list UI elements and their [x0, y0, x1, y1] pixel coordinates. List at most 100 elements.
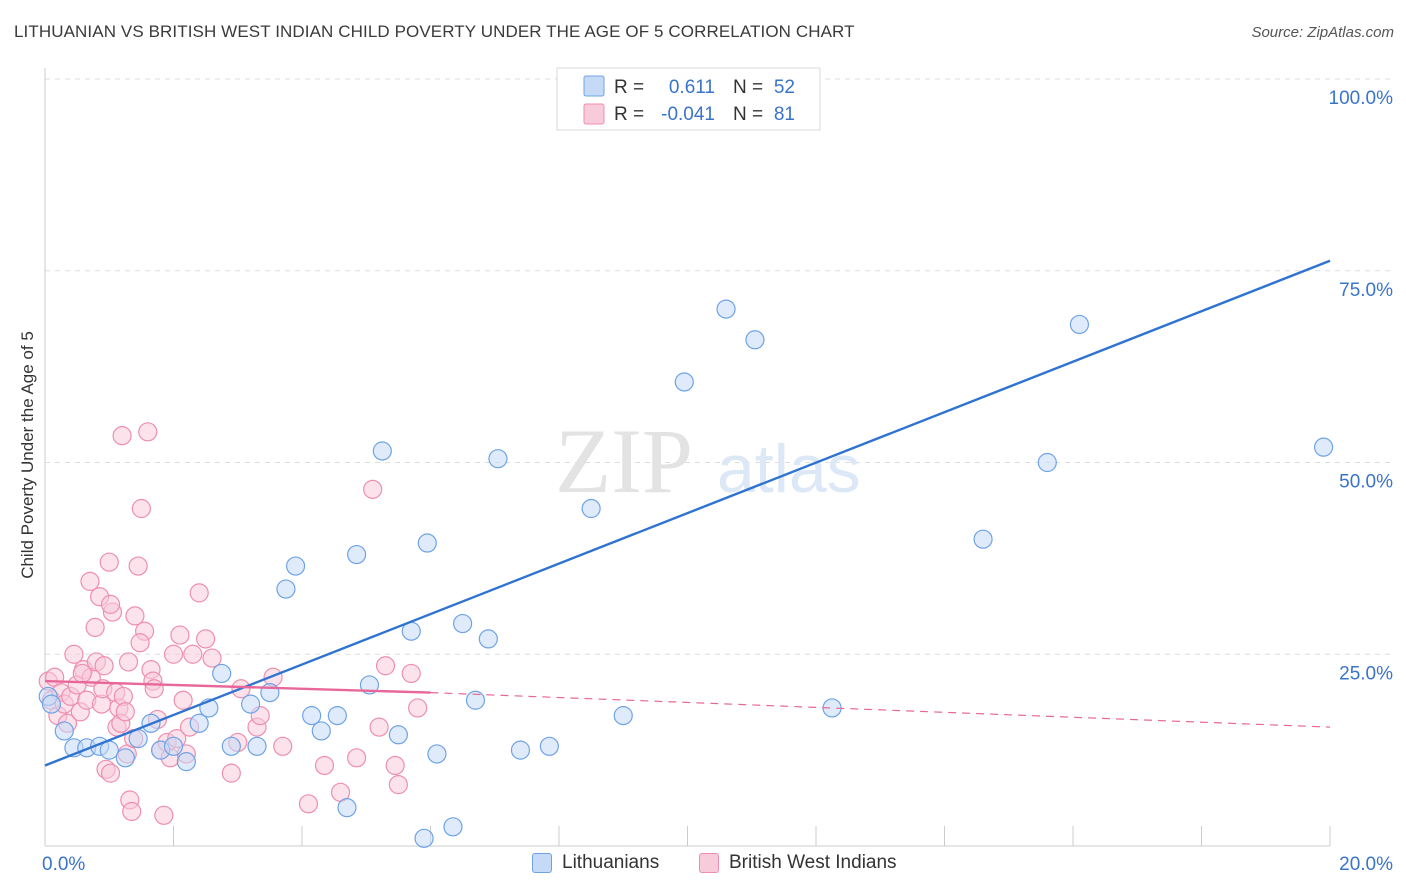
- source-label: Source: ZipAtlas.com: [1251, 24, 1394, 41]
- bwi-point-31: [115, 702, 135, 722]
- legend-r-label-2: R =: [614, 104, 644, 125]
- bwi-point-33: [118, 652, 139, 672]
- lith-point-33: [427, 744, 447, 764]
- lith-point-18: [247, 736, 267, 756]
- bwi-point-20: [94, 656, 114, 676]
- bwi-point-59: [202, 648, 222, 668]
- bwi-point-66: [273, 736, 293, 756]
- bwi-point-29: [112, 426, 132, 446]
- lith-point-35: [453, 613, 473, 634]
- lith-point-26: [347, 544, 367, 565]
- trend-line-1: [44, 679, 431, 694]
- bwi-point-35: [122, 801, 142, 822]
- bwi-point-75: [388, 775, 408, 795]
- legend-r-label-1: R =: [614, 77, 644, 98]
- bwi-point-73: [375, 656, 396, 676]
- lith-point-27: [359, 675, 380, 695]
- lith-point-51: [1313, 437, 1334, 457]
- legend-n-value-1: 52: [774, 77, 795, 98]
- series-lithuanians: [38, 69, 1334, 848]
- x-tick-label-0: 0.0%: [42, 854, 85, 875]
- grid-layer: [45, 78, 1395, 655]
- lith-point-28: [372, 441, 392, 461]
- legend-label-british-west-indians: British West Indians: [729, 852, 897, 873]
- lith-point-22: [302, 706, 322, 726]
- lith-point-1: [41, 694, 62, 714]
- legend-item-british-west-indians: British West Indians: [699, 852, 897, 874]
- trend-line-2: [430, 692, 1331, 728]
- bwi-point-38: [128, 556, 148, 576]
- lith-point-42: [581, 498, 601, 519]
- legend-label-lithuanians: Lithuanians: [562, 852, 660, 873]
- lith-point-36: [465, 690, 486, 710]
- bwi-point-13: [80, 571, 100, 591]
- y-tick-label-3: 100.0%: [1329, 88, 1394, 109]
- y-tick-label-0: 25.0%: [1339, 663, 1393, 684]
- bwi-point-47: [154, 805, 174, 825]
- lith-point-13: [189, 713, 209, 733]
- lith-point-46: [745, 330, 765, 350]
- bwi-point-53: [173, 690, 193, 710]
- legend-swatch-blue: [583, 75, 605, 97]
- bwi-point-58: [196, 629, 216, 649]
- y-tick-label-2: 75.0%: [1339, 280, 1393, 301]
- lith-point-21: [285, 556, 306, 576]
- lith-point-24: [327, 706, 347, 726]
- watermark-atlas: atlas: [717, 431, 861, 507]
- legend-n-value-2: 81: [774, 104, 795, 125]
- lith-point-43: [613, 706, 633, 726]
- lith-point-7: [115, 748, 135, 768]
- lith-point-49: [1037, 452, 1057, 473]
- trend-lines: [44, 259, 1331, 767]
- lith-point-19: [260, 682, 280, 703]
- y-tick-label-1: 50.0%: [1339, 472, 1393, 493]
- lith-point-23: [311, 721, 331, 741]
- lith-point-40: [539, 736, 559, 756]
- lith-point-29: [388, 725, 408, 745]
- lith-point-50: [1069, 314, 1090, 335]
- lith-point-37: [478, 629, 498, 649]
- bwi-point-74: [385, 755, 405, 776]
- lith-point-39: [510, 740, 531, 760]
- bwi-point-50: [163, 644, 184, 664]
- bwi-point-76: [401, 663, 421, 684]
- bwi-point-39: [131, 498, 151, 519]
- lith-point-31: [414, 828, 434, 848]
- british-west-indians-swatch: [699, 853, 719, 873]
- lith-point-15: [212, 663, 232, 684]
- bwi-point-23: [100, 763, 121, 783]
- bwi-point-37: [125, 606, 145, 626]
- legend-item-lithuanians: Lithuanians: [532, 852, 659, 874]
- bwi-point-15: [85, 617, 105, 638]
- legend-r-value-2: -0.041: [661, 104, 715, 125]
- lith-point-16: [221, 736, 241, 756]
- bwi-point-80: [130, 633, 150, 653]
- bwi-point-70: [347, 748, 367, 768]
- x-tick-label-1: 20.0%: [1339, 854, 1393, 875]
- lith-point-2: [54, 721, 74, 741]
- tick-labels: 25.0% 50.0% 75.0% 100.0% 0.0% 20.0%: [42, 88, 1393, 875]
- lith-point-25: [337, 798, 357, 818]
- lith-point-44: [674, 372, 694, 392]
- bwi-point-71: [363, 479, 383, 499]
- lith-point-17: [241, 694, 261, 714]
- chart-title: LITHUANIAN VS BRITISH WEST INDIAN CHILD …: [14, 22, 855, 41]
- legend-swatch-pink: [583, 103, 605, 125]
- bwi-point-56: [183, 644, 203, 664]
- trend-line-0: [44, 259, 1331, 767]
- watermark-zip: ZIP: [555, 410, 693, 512]
- bwi-point-72: [369, 717, 389, 737]
- lith-point-34: [443, 817, 463, 837]
- bwi-point-8: [64, 644, 84, 664]
- axis-layer: [44, 68, 1331, 847]
- legend-r-value-1: 0.611: [669, 77, 715, 98]
- bwi-point-60: [221, 763, 241, 783]
- bottom-legend: Lithuanians British West Indians: [0, 852, 1406, 878]
- bwi-point-79: [72, 663, 92, 684]
- bwi-point-52: [170, 625, 190, 645]
- lith-point-38: [488, 449, 508, 469]
- legend-n-label-2: N =: [733, 104, 763, 125]
- watermark: ZIP atlas: [555, 410, 861, 512]
- lith-point-48: [973, 529, 993, 549]
